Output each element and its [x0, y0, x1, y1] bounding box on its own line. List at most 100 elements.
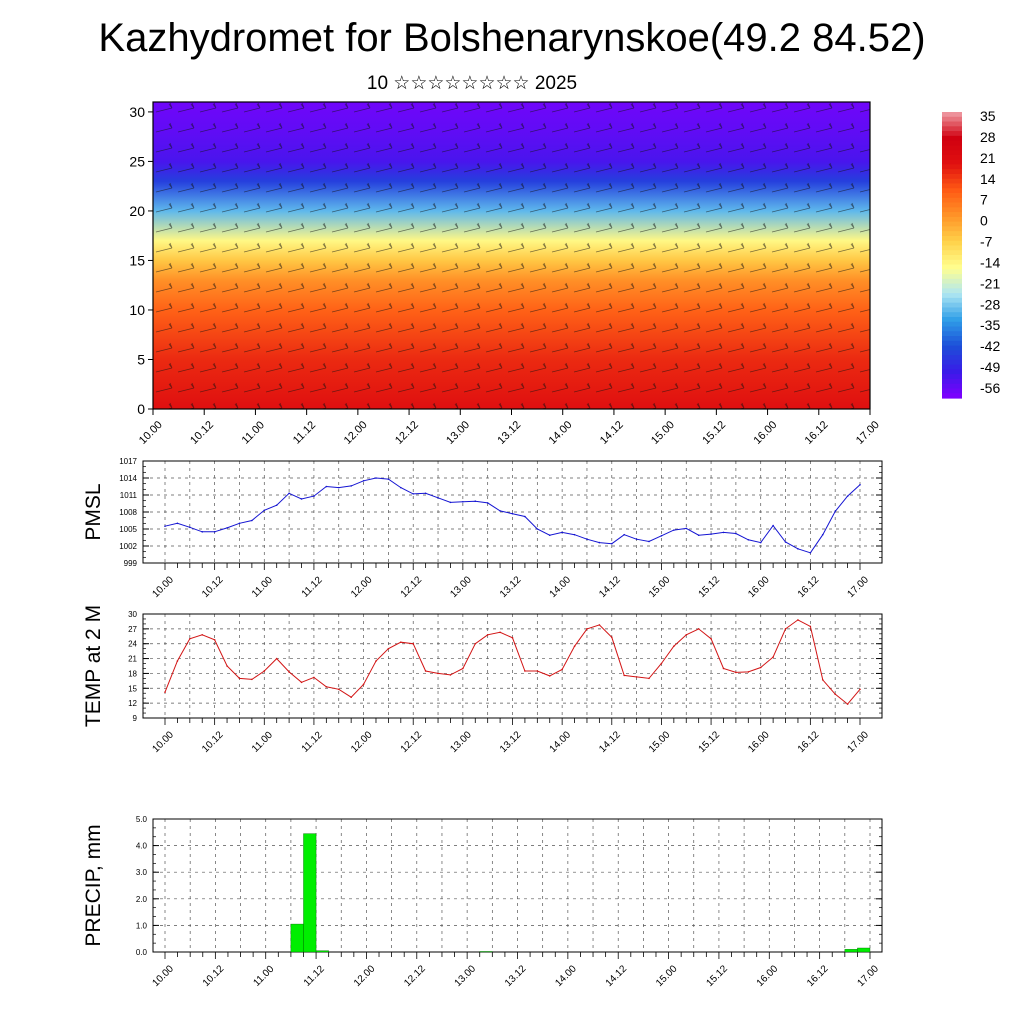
colorbar-segment	[942, 369, 962, 375]
data-point	[499, 631, 501, 634]
colorbar-segment	[942, 121, 962, 127]
panel-y-label: PMSL	[82, 483, 105, 540]
data-point	[201, 531, 204, 533]
data-point	[623, 674, 625, 677]
heatmap-x-tick-label: 15.12	[700, 419, 728, 447]
colorbar-segment	[942, 126, 962, 132]
x-tick-label: 16.12	[796, 729, 822, 755]
x-tick-label: 13.12	[503, 963, 529, 989]
x-tick-label: 17.00	[845, 574, 871, 600]
data-point	[673, 645, 675, 647]
y-tick-label: 24	[128, 640, 137, 649]
x-tick-label: 15.12	[697, 574, 723, 600]
heatmap-x-tick-label: 11.12	[291, 419, 318, 446]
colorbar-label: -28	[980, 296, 1000, 312]
heatmap-y-tick-label: 0	[137, 401, 145, 417]
heatmap-x-tick-label: 14.00	[547, 419, 575, 447]
data-point	[635, 538, 638, 540]
y-tick-label: 15	[128, 684, 137, 693]
x-tick-label: 14.00	[548, 574, 574, 600]
x-tick-label: 13.12	[498, 574, 524, 600]
x-tick-label: 16.00	[755, 963, 781, 989]
colorbar-segment	[942, 193, 962, 199]
y-tick-label: 999	[124, 559, 138, 568]
colorbar-label: 21	[980, 150, 996, 166]
data-point	[561, 531, 563, 534]
data-point	[586, 628, 588, 630]
data-point	[486, 502, 489, 504]
x-tick-label: 12.12	[399, 729, 425, 755]
colorbar-segment	[942, 188, 962, 194]
data-point	[176, 660, 179, 662]
colorbar-label: -21	[980, 275, 1000, 291]
data-point	[449, 674, 452, 676]
data-point	[797, 548, 799, 550]
data-point	[648, 677, 650, 680]
heatmap-x-tick-label: 16.12	[803, 419, 831, 447]
data-point	[772, 524, 774, 527]
x-tick-label: 14.00	[553, 963, 579, 989]
colorbar-segment	[942, 321, 962, 328]
y-tick-label: 0.0	[136, 948, 148, 957]
x-tick-label: 10.00	[150, 729, 176, 755]
data-point	[362, 683, 365, 686]
colorbar-segment	[942, 264, 962, 270]
heatmap-y-tick-label: 20	[129, 203, 145, 219]
data-point	[648, 540, 650, 543]
y-tick-label: 12	[128, 699, 137, 708]
colorbar-segment	[942, 145, 962, 151]
colorbar-segment	[942, 345, 962, 351]
colorbar-label: 14	[980, 171, 996, 187]
colorbar-segment	[942, 159, 962, 166]
data-point	[610, 636, 613, 639]
colorbar: 35 28 21 14 7 0 -7 -14 -21 -28 -35 -42 -49 -56	[942, 108, 1000, 399]
colorbar-segment	[942, 259, 962, 266]
colorbar-segment	[942, 255, 962, 261]
y-tick-label: 1014	[119, 474, 137, 483]
data-point	[189, 526, 191, 529]
colorbar-label: 35	[980, 108, 996, 124]
x-tick-label: 14.12	[597, 574, 623, 600]
heatmap-x-tick-label: 16.00	[751, 419, 779, 447]
y-tick-label: 9	[133, 714, 138, 723]
data-point	[462, 501, 464, 503]
heatmap-x-tick-label: 15.00	[649, 419, 677, 447]
data-point	[275, 657, 278, 660]
data-point	[437, 497, 439, 499]
data-point	[275, 504, 278, 507]
x-tick-label: 12.12	[399, 574, 425, 600]
data-point	[350, 696, 352, 698]
data-point	[759, 541, 762, 544]
data-point	[424, 670, 427, 672]
data-point	[821, 679, 824, 681]
x-tick-label: 14.12	[597, 729, 623, 755]
chart-subtitle: 10 ☆☆☆☆☆☆☆☆ 2025	[366, 73, 578, 94]
colorbar-segment	[942, 116, 962, 123]
data-point	[511, 512, 514, 515]
colorbar-segment	[942, 212, 962, 218]
heatmap-y-tick-label: 25	[129, 153, 145, 169]
data-point	[710, 637, 712, 640]
temperature-panel: 9 12 15 18 21 24 27 30 10.00 10.12 11.00 11.12 12.00…	[82, 605, 883, 755]
data-point	[759, 666, 762, 669]
data-point	[784, 541, 787, 543]
data-point	[834, 510, 836, 513]
data-point	[474, 500, 477, 503]
data-point	[747, 538, 750, 541]
data-point	[834, 693, 836, 696]
data-point	[375, 660, 377, 662]
data-point	[797, 619, 799, 621]
data-point	[809, 552, 812, 554]
data-point	[697, 628, 700, 630]
heatmap-x-tick-label: 10.00	[137, 419, 165, 447]
heatmap-x-tick-label: 14.12	[598, 419, 626, 447]
colorbar-segment	[942, 178, 962, 185]
x-tick-label: 16.12	[805, 963, 831, 989]
data-point	[238, 677, 241, 680]
x-tick-label: 13.12	[498, 729, 524, 755]
data-point	[437, 672, 439, 675]
data-point	[387, 478, 390, 480]
data-point	[375, 477, 377, 479]
colorbar-label: -49	[980, 359, 1000, 375]
colorbar-segment	[942, 245, 962, 251]
